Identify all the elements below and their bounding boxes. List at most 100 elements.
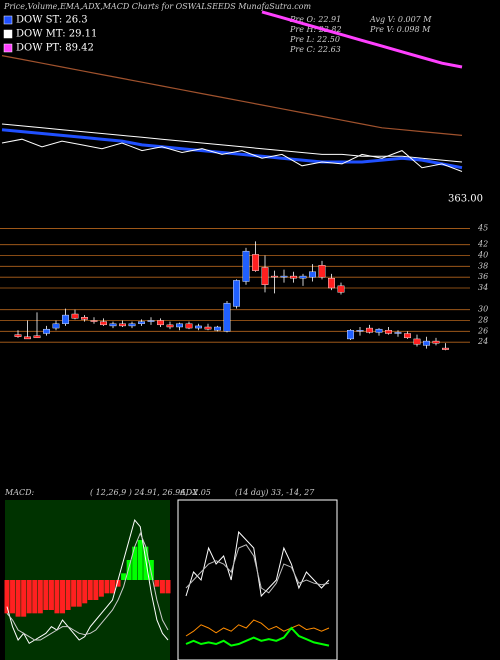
- candle-body: [24, 336, 31, 340]
- macd-bar: [143, 546, 149, 580]
- candle-body: [290, 275, 297, 279]
- macd-bar: [87, 580, 93, 600]
- macd-bar: [4, 580, 10, 614]
- y-tick-label: 34: [478, 283, 488, 292]
- legend-label: DOW PT: 89.42: [16, 43, 94, 54]
- candle-body: [119, 323, 126, 327]
- candle-body: [432, 340, 440, 344]
- adx-line: [185, 619, 330, 637]
- candle-body: [252, 254, 259, 271]
- y-tick-label: 30: [478, 305, 488, 314]
- adx-panel: [177, 499, 338, 660]
- ema-line: [1, 123, 463, 163]
- y-tick-label: 40: [477, 251, 488, 260]
- candle-body: [100, 321, 107, 326]
- macd-bar: [82, 580, 88, 604]
- candle-body: [242, 250, 250, 282]
- ema-line: [1, 55, 463, 136]
- candle-body: [280, 275, 288, 278]
- y-tick-label: 36: [478, 272, 488, 281]
- candle-body: [404, 333, 411, 339]
- candle-body: [81, 317, 88, 320]
- candle-body: [309, 271, 316, 278]
- info-text: Pre O: 22.91: [289, 15, 341, 24]
- macd-bar: [43, 580, 49, 610]
- candle-body: [195, 325, 202, 329]
- candle-body: [328, 278, 335, 289]
- candle-body: [147, 320, 155, 322]
- candle-body: [90, 320, 98, 322]
- candle-body: [166, 324, 174, 328]
- macd-bar: [48, 580, 54, 610]
- macd-bar: [15, 580, 21, 617]
- macd-bar: [115, 580, 121, 587]
- ema-line: [1, 138, 463, 172]
- macd-bar: [10, 580, 16, 614]
- candle-body: [33, 335, 41, 339]
- candle-body: [385, 330, 392, 334]
- legend-swatch: [3, 29, 13, 39]
- macd-bar: [26, 580, 32, 614]
- candle-body: [375, 328, 383, 333]
- adx-params: (14 day) 33, -14, 27: [235, 488, 315, 497]
- candle-body: [423, 340, 430, 346]
- macd-bar: [37, 580, 43, 614]
- macd-bar: [21, 580, 27, 617]
- candle-body: [271, 275, 278, 278]
- candle-body: [185, 323, 193, 329]
- candle-body: [157, 320, 164, 326]
- adx-line: [185, 626, 330, 647]
- macd-bar: [148, 560, 154, 580]
- y-tick-label: 38: [478, 261, 488, 270]
- macd-bar: [32, 580, 38, 614]
- ema-line: [1, 128, 463, 170]
- adx-line: [185, 544, 330, 594]
- info-text: Pre C: 22.63: [289, 45, 341, 54]
- candle-body: [62, 314, 69, 324]
- macd-line: [6, 518, 169, 645]
- macd-bar: [159, 580, 165, 594]
- y-tick-label: 45: [477, 223, 488, 232]
- candle-body: [223, 302, 231, 332]
- candle-body: [128, 323, 136, 327]
- candle-body: [71, 313, 79, 319]
- candle-body: [394, 332, 402, 334]
- macd-bar: [71, 580, 77, 607]
- candle-body: [299, 275, 307, 279]
- candle-body: [413, 338, 421, 345]
- candle-body: [337, 285, 345, 293]
- price-label: 363.00: [448, 194, 483, 205]
- legend-label: DOW ST: 26.3: [16, 15, 88, 26]
- candle-body: [14, 334, 22, 337]
- candle-body: [214, 326, 221, 331]
- candle-body: [43, 328, 50, 334]
- candle-body: [204, 326, 212, 330]
- macd-bar: [132, 546, 138, 580]
- macd-params: ( 12,26,9 ) 24.91, 26.96, -2.05: [90, 488, 211, 497]
- macd-bar: [65, 580, 71, 610]
- candle-body: [261, 267, 269, 285]
- chart-title: Price,Volume,EMA,ADX,MACD Charts for OSW…: [3, 2, 311, 11]
- y-tick-label: 24: [477, 337, 488, 346]
- candle-body: [138, 321, 145, 324]
- macd-bar: [104, 580, 110, 594]
- macd-bar: [137, 540, 143, 580]
- macd-bar: [126, 560, 132, 580]
- legend-swatch: [3, 43, 13, 53]
- info-text: Pre V: 0.098 M: [369, 25, 431, 34]
- candle-body: [356, 330, 364, 332]
- candle-body: [442, 347, 449, 350]
- macd-bar: [93, 580, 99, 600]
- candle-body: [366, 327, 373, 333]
- candle-body: [347, 330, 354, 340]
- y-tick-label: 28: [477, 316, 488, 325]
- candle-body: [318, 265, 326, 278]
- macd-label: MACD:: [4, 488, 35, 497]
- legend-swatch: [3, 15, 13, 25]
- y-tick-label: 42: [477, 240, 488, 249]
- macd-bar: [121, 573, 127, 580]
- y-tick-label: 26: [477, 326, 488, 335]
- macd-signal: [6, 532, 169, 641]
